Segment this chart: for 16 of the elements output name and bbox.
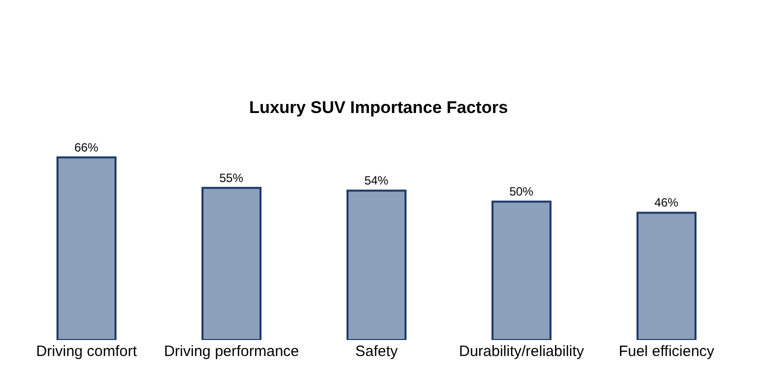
x-tick-label: Driving comfort xyxy=(36,343,138,360)
bar xyxy=(492,200,552,340)
x-tick-label: Safety xyxy=(355,343,398,360)
data-label: 55% xyxy=(219,170,244,185)
x-tick-label: Driving performance xyxy=(164,343,300,360)
data-label: 54% xyxy=(364,174,389,188)
x-tick-label: Durability/reliability xyxy=(458,343,585,360)
bar xyxy=(636,212,696,340)
bar xyxy=(346,190,406,340)
data-label: 50% xyxy=(509,184,534,199)
bar xyxy=(56,156,116,340)
x-tick-label: Fuel efficiency xyxy=(618,343,715,360)
data-label: 66% xyxy=(74,140,99,154)
data-label: 46% xyxy=(654,196,679,210)
chart-title: Luxury SUV Importance Factors xyxy=(249,98,508,117)
bar xyxy=(202,186,262,340)
